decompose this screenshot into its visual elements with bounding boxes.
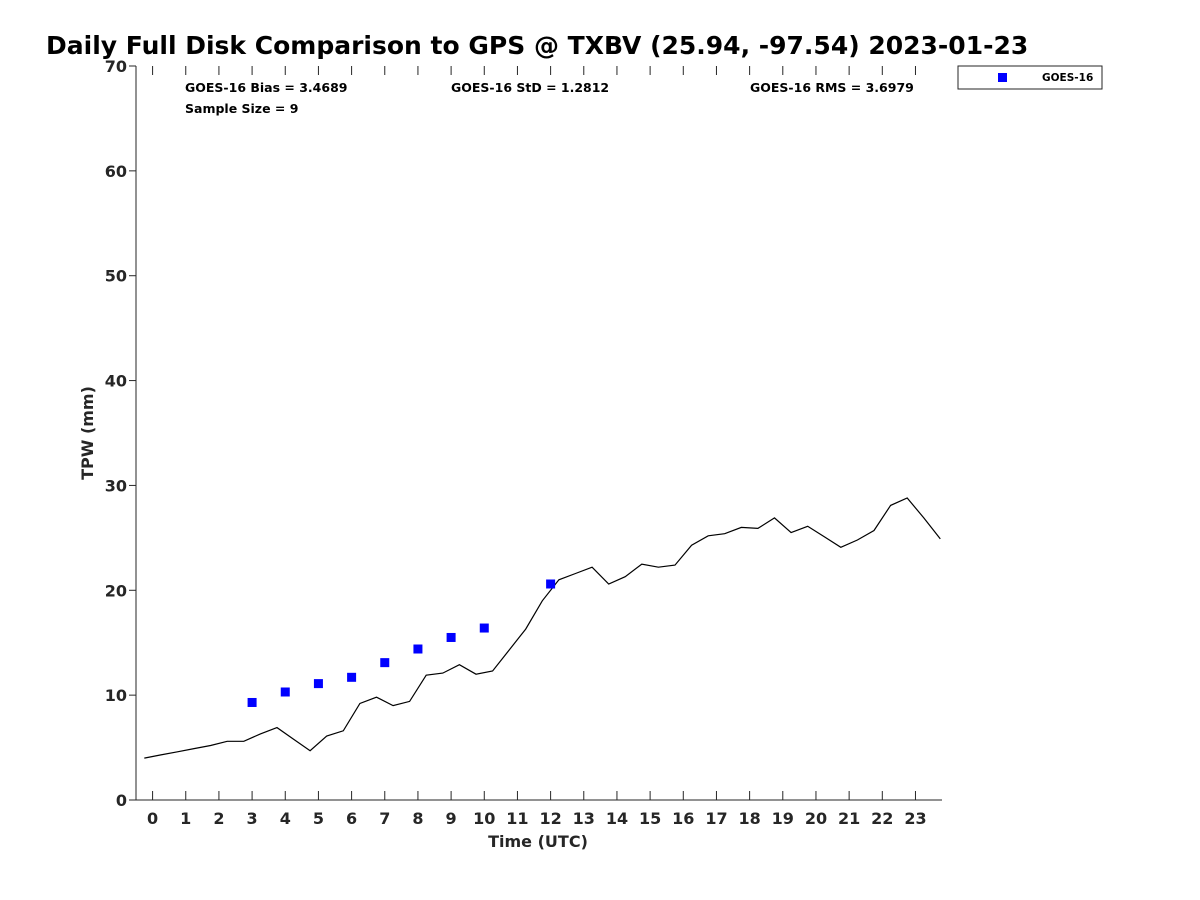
legend-marker-goes16 [998, 73, 1007, 82]
y-tick-label: 20 [105, 581, 127, 600]
x-tick-label: 5 [313, 809, 324, 828]
x-tick-label: 18 [738, 809, 760, 828]
y-tick-label: 0 [116, 791, 127, 810]
x-tick-label: 9 [446, 809, 457, 828]
series-layer [144, 497, 941, 759]
goes16-point [247, 697, 257, 707]
x-tick-label: 8 [412, 809, 423, 828]
goes16-point [380, 658, 390, 668]
goes16-point [479, 623, 489, 633]
chart-title: Daily Full Disk Comparison to GPS @ TXBV… [46, 31, 1028, 60]
x-tick-label: 12 [539, 809, 561, 828]
legend-box [957, 65, 1103, 90]
goes16-point [546, 579, 556, 589]
x-axis-label: Time (UTC) [488, 832, 588, 851]
x-tick-label: 0 [147, 809, 158, 828]
y-tick-label: 70 [105, 57, 127, 76]
x-tick-label: 19 [772, 809, 794, 828]
bias-stat: GOES-16 Bias = 3.4689 [185, 80, 347, 95]
goes16-point [446, 632, 456, 642]
x-tick-label: 21 [838, 809, 860, 828]
x-tick-label: 17 [705, 809, 727, 828]
x-tick-label: 22 [871, 809, 893, 828]
x-tick-label: 6 [346, 809, 357, 828]
x-tick-label: 11 [506, 809, 528, 828]
goes16-point [413, 644, 423, 654]
x-tick-label: 20 [805, 809, 827, 828]
goes16-point [347, 672, 357, 682]
x-tick-label: 14 [606, 809, 628, 828]
rms-stat: GOES-16 RMS = 3.6979 [750, 80, 914, 95]
goes16-point [313, 679, 323, 689]
x-ticks: 0 1 2 3 4 5 6 7 8 9 10 11 12 13 14 15 16 17 18 19 20 21 22 23 [147, 66, 927, 828]
y-ticks: 0 10 20 30 40 50 60 70 [105, 57, 136, 810]
std-stat: GOES-16 StD = 1.2812 [451, 80, 609, 95]
x-tick-label: 16 [672, 809, 694, 828]
x-tick-label: 23 [904, 809, 926, 828]
x-tick-label: 10 [473, 809, 495, 828]
x-tick-label: 4 [280, 809, 291, 828]
y-tick-label: 30 [105, 476, 127, 495]
legend-label-goes16: GOES-16 [1042, 72, 1093, 84]
x-tick-label: 13 [573, 809, 595, 828]
plot-area [135, 66, 942, 801]
goes16-point [280, 687, 290, 697]
y-tick-label: 50 [105, 267, 127, 286]
legend: GOES-16 [957, 65, 1103, 90]
tpw-line [144, 497, 941, 759]
x-tick-label: 3 [247, 809, 258, 828]
x-tick-label: 1 [180, 809, 191, 828]
sample-size-stat: Sample Size = 9 [185, 101, 298, 116]
y-tick-label: 40 [105, 372, 127, 391]
y-tick-label: 10 [105, 686, 127, 705]
x-tick-label: 2 [213, 809, 224, 828]
x-tick-label: 7 [379, 809, 390, 828]
x-tick-label: 15 [639, 809, 661, 828]
y-tick-label: 60 [105, 162, 127, 181]
y-axis-label: TPW (mm) [78, 386, 97, 480]
